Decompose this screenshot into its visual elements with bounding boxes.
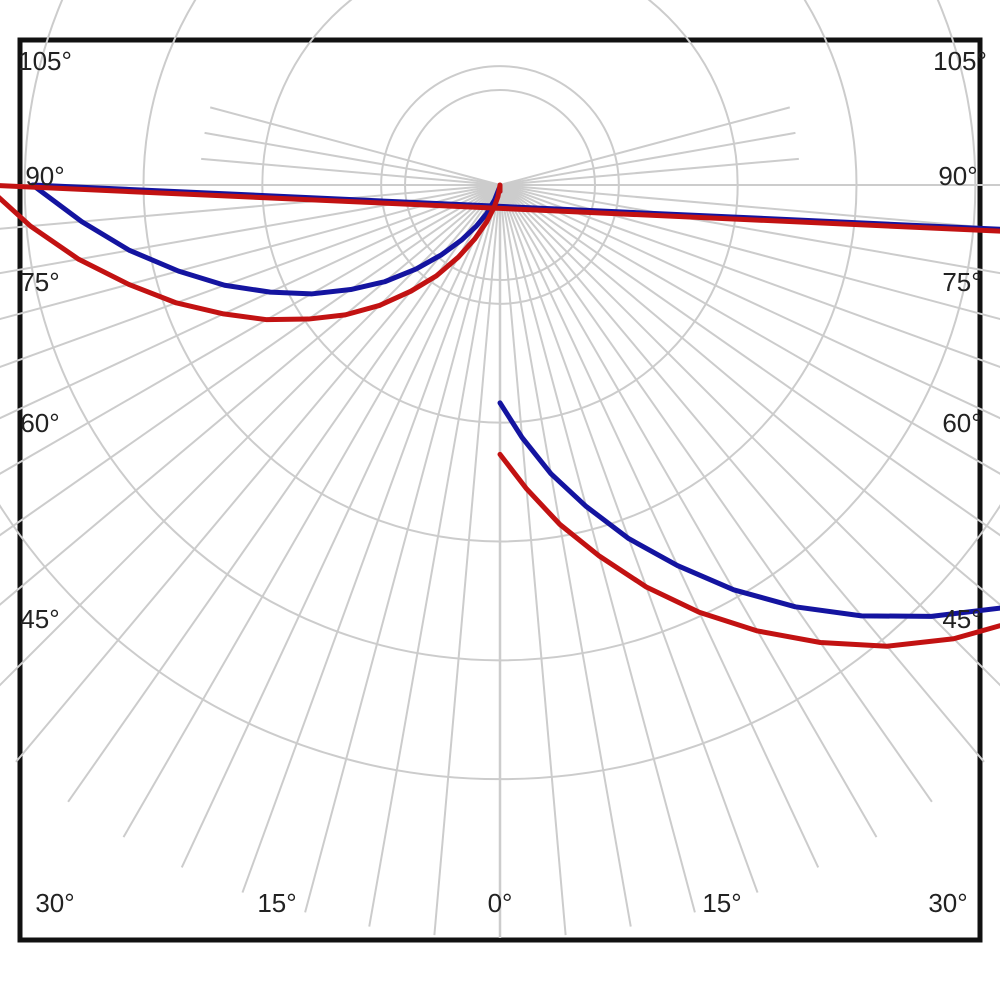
angle-label-60: 60° <box>942 408 981 438</box>
angle-label-90: 90° <box>938 161 977 191</box>
angle-label-105: 105° <box>18 46 72 76</box>
angle-label-30: 30° <box>35 888 74 918</box>
angle-label-90: 90° <box>25 161 64 191</box>
angle-label-15: 15° <box>257 888 296 918</box>
angle-label-0: 0° <box>488 888 513 918</box>
angle-label-60: 60° <box>20 408 59 438</box>
angle-label-105: 105° <box>933 46 987 76</box>
polar-chart-svg: 105° 105° 90° 90° 75° 75° 60° 60° 45° 45° 30° 30° 15… <box>0 0 1000 1000</box>
angle-label-15: 15° <box>702 888 741 918</box>
polar-chart: 105° 105° 90° 90° 75° 75° 60° 60° 45° 45° 30° 30° 15… <box>0 0 1000 1000</box>
angle-label-45: 45° <box>942 604 981 634</box>
angle-label-30: 30° <box>928 888 967 918</box>
angle-label-75: 75° <box>942 267 981 297</box>
angle-label-45: 45° <box>20 604 59 634</box>
angle-label-75: 75° <box>20 267 59 297</box>
